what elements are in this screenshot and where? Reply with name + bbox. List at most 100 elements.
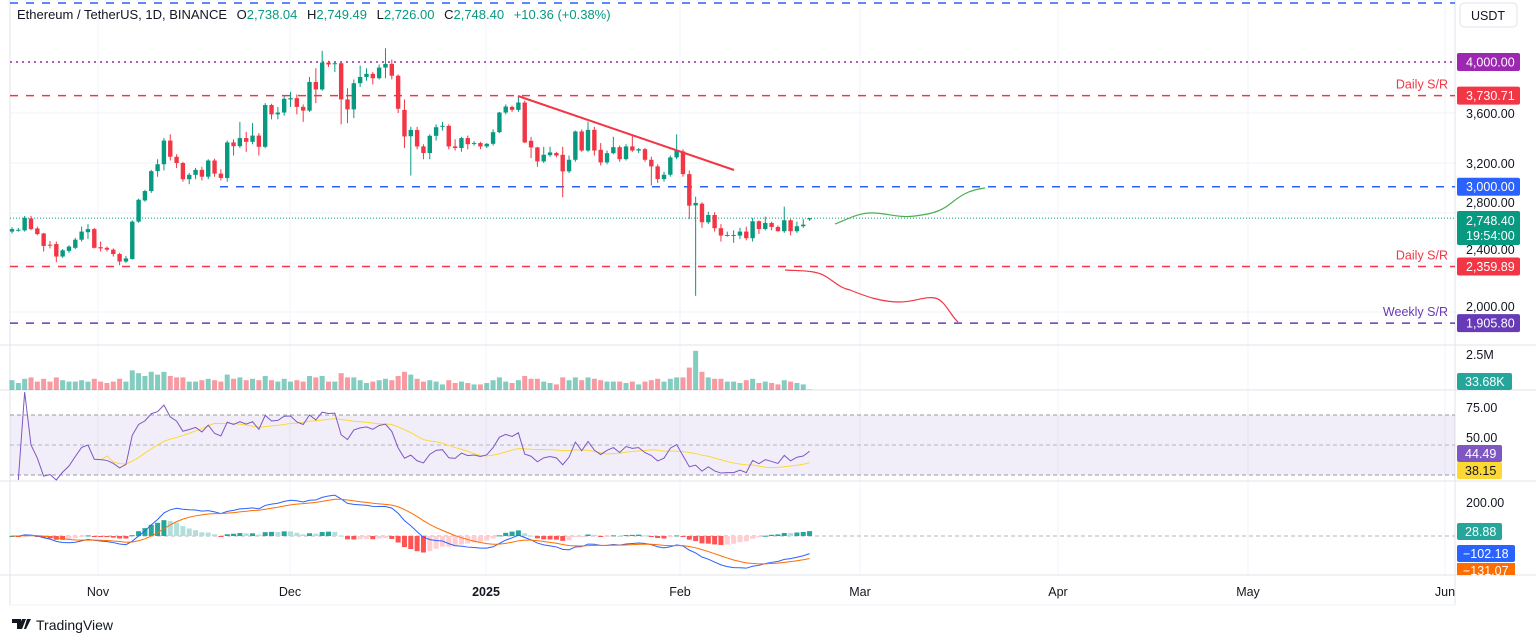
candle-body: [484, 143, 489, 147]
macd-histogram-bar: [629, 534, 635, 536]
candle-body: [801, 224, 806, 227]
macd-histogram-bar: [598, 536, 604, 537]
currency-button-label[interactable]: USDT: [1471, 9, 1505, 23]
bullish-projection-path[interactable]: [834, 187, 986, 225]
macd-histogram-bar: [307, 533, 313, 536]
volume-bar: [218, 381, 224, 390]
candle-body: [47, 244, 53, 246]
time-axis[interactable]: Nov Dec 2025 Feb Mar Apr May Jun: [87, 585, 1455, 599]
volume-bar: [648, 380, 654, 390]
macd-histogram-bar: [357, 536, 363, 540]
volume-bar: [471, 384, 477, 390]
candle-body: [9, 229, 15, 232]
candle-body: [478, 143, 483, 147]
volume-bar: [528, 378, 534, 390]
volume-bar: [503, 381, 509, 390]
volume-bar: [693, 350, 699, 390]
macd-histogram-bar: [237, 533, 243, 536]
candle-body: [788, 220, 793, 232]
macd-histogram-bar: [129, 535, 135, 537]
rsi-tick: 50.00: [1466, 431, 1497, 445]
candle-body: [168, 140, 173, 157]
volume-bar: [376, 380, 382, 390]
candle-body: [775, 226, 781, 232]
volume-bar: [212, 380, 218, 390]
volume-bar: [313, 377, 319, 390]
last-price-value: 2,748.40: [1466, 214, 1515, 228]
candle-body: [250, 135, 255, 142]
macd-histogram-bar: [41, 536, 47, 538]
low-label: L: [377, 7, 384, 22]
candle-body: [237, 138, 243, 147]
macd-histogram-bar: [174, 522, 180, 536]
macd-histogram-bar: [408, 536, 414, 550]
level-tag-value: 3,730.71: [1466, 89, 1515, 103]
currency-button[interactable]: USDT: [1459, 2, 1518, 28]
candle-body: [630, 146, 635, 151]
macd-histogram-bar: [275, 531, 281, 536]
macd-histogram-bar: [294, 532, 300, 536]
macd-histogram-bar: [705, 536, 711, 544]
price-axis[interactable]: 3,600.00 3,200.00 2,800.00 2,400.00 2,00…: [1466, 107, 1515, 314]
currency-button-bg[interactable]: [1459, 2, 1518, 28]
level-tag-bg: [1457, 257, 1520, 276]
macd-histogram-bar: [91, 536, 97, 537]
macd-histogram-bar: [661, 536, 667, 539]
volume-bar: [338, 373, 344, 390]
macd-histogram-bar: [515, 530, 521, 536]
candle-body: [541, 154, 546, 162]
macd-hist-tag-bg: [1457, 523, 1502, 540]
volume-bar: [174, 377, 180, 390]
tradingview-logo[interactable]: TradingView: [12, 617, 114, 633]
rsi-line: [17, 391, 810, 481]
candle-body: [357, 76, 363, 84]
volume-bar: [541, 381, 547, 390]
candle-body: [294, 98, 300, 107]
candle-body: [364, 73, 369, 77]
volume-bar: [281, 378, 287, 390]
macd-histogram-bar: [300, 534, 306, 536]
descending-trendline[interactable]: [517, 95, 735, 171]
volume-bar: [636, 384, 642, 390]
volume-bar: [408, 374, 414, 390]
candle-body: [592, 129, 597, 151]
candle-body: [111, 249, 116, 255]
bearish-projection-path[interactable]: [784, 269, 959, 323]
macd-histogram-bar: [420, 536, 426, 553]
level-tag-bg: [1457, 177, 1520, 196]
macd-histogram-bar: [262, 532, 268, 536]
macd-histogram-bar: [66, 536, 72, 540]
rsi-ma-tag-bg: [1457, 462, 1502, 479]
volume-bar: [256, 380, 262, 390]
macd-histogram-bar: [610, 535, 616, 537]
time-tick: Nov: [87, 585, 110, 599]
volume-bar: [509, 383, 515, 390]
candle-body: [130, 221, 135, 260]
candle-body: [92, 229, 97, 248]
candle-body: [566, 159, 572, 172]
candle-body: [649, 159, 654, 167]
volume-bar: [522, 376, 528, 390]
volume-bar: [547, 383, 553, 390]
macd-histogram-bar: [477, 536, 483, 542]
volume-bar: [800, 384, 806, 390]
candle-body: [674, 150, 679, 158]
candle-body: [16, 229, 21, 231]
candle-body: [174, 156, 179, 164]
macd-histogram-bar: [648, 536, 654, 537]
close-label: C: [444, 7, 453, 22]
candle-body: [193, 169, 198, 175]
level-tag-bg: [1457, 53, 1520, 71]
high-value: 2,749.49: [316, 7, 367, 22]
macd-histogram-bar: [433, 536, 439, 549]
macd-histogram-bar: [34, 536, 40, 537]
volume-bar: [237, 377, 243, 390]
volume-bar: [275, 381, 281, 390]
candle-body: [611, 147, 616, 154]
time-tick: May: [1236, 585, 1260, 599]
macd-histogram-bar: [522, 533, 528, 536]
candle-body: [212, 160, 217, 174]
volume-bar: [661, 381, 667, 390]
macd-histogram-bar: [319, 531, 325, 536]
